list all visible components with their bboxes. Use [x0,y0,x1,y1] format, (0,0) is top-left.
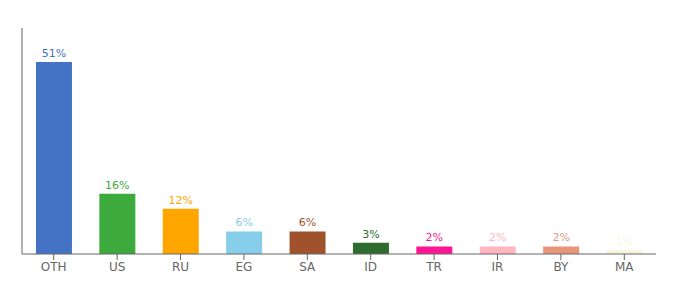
svg-text:16%: 16% [105,179,129,192]
svg-text:3%: 3% [362,228,379,241]
svg-text:TR: TR [425,260,442,274]
svg-text:IR: IR [492,260,504,274]
svg-text:6%: 6% [299,216,316,229]
svg-text:2%: 2% [489,231,506,244]
svg-text:12%: 12% [169,194,193,207]
svg-text:51%: 51% [42,47,66,60]
svg-text:2%: 2% [552,231,569,244]
svg-text:6%: 6% [235,216,252,229]
svg-text:ID: ID [364,260,377,274]
svg-text:BY: BY [553,260,569,274]
svg-text:RU: RU [172,260,189,274]
svg-text:SA: SA [299,260,316,274]
svg-text:MA: MA [615,260,634,274]
svg-text:OTH: OTH [41,260,67,274]
svg-text:US: US [109,260,125,274]
svg-text:EG: EG [235,260,252,274]
svg-text:1%: 1% [616,235,633,248]
svg-text:2%: 2% [426,231,443,244]
